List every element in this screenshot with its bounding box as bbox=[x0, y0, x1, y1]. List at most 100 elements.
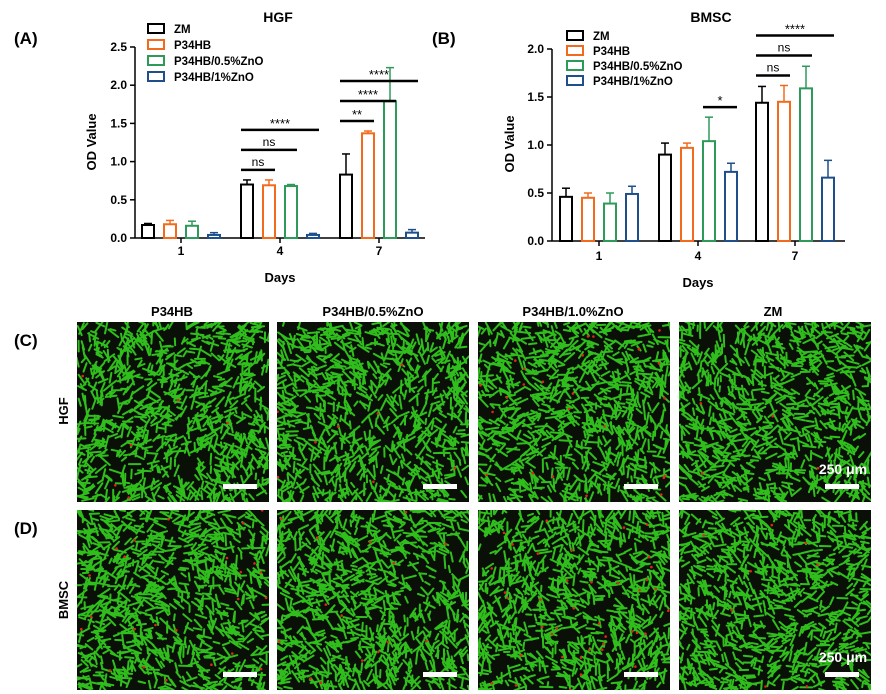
bmsc-legend-label: P34HB/0.5%ZnO bbox=[593, 61, 683, 73]
chart-hgf-xlabel: Days bbox=[264, 270, 295, 285]
dead-cell bbox=[550, 632, 554, 636]
scale-bar-label: 250 μm bbox=[819, 461, 867, 477]
hgf-y-tick-label: 0.5 bbox=[110, 193, 127, 207]
bmsc-legend-label: ZM bbox=[593, 31, 610, 43]
hgf-y-tick-label: 1.0 bbox=[110, 155, 127, 169]
dead-cell bbox=[309, 677, 312, 680]
bmsc-x-tick-label: 4 bbox=[695, 249, 702, 263]
hgf-x-tick-label: 7 bbox=[376, 244, 383, 258]
dead-cell bbox=[662, 476, 666, 480]
dead-cell bbox=[644, 632, 647, 636]
dead-cell bbox=[590, 581, 593, 584]
dead-cell bbox=[700, 472, 704, 475]
dead-cell bbox=[506, 596, 509, 600]
dead-cell bbox=[511, 543, 514, 546]
dead-cell bbox=[372, 480, 375, 484]
scale-bar bbox=[825, 484, 859, 489]
dead-cell bbox=[588, 648, 591, 652]
dead-cell bbox=[490, 567, 494, 570]
cell-layer bbox=[679, 510, 871, 690]
bmsc-x-tick-label: 1 bbox=[596, 249, 603, 263]
bmsc-y-tick-label: 1.5 bbox=[527, 90, 544, 104]
hgf-bar bbox=[361, 132, 375, 239]
dead-cell bbox=[360, 659, 364, 662]
hgf-legend-swatch bbox=[147, 23, 165, 34]
dead-cell bbox=[602, 642, 605, 646]
hgf-bar bbox=[339, 173, 353, 239]
dead-cell bbox=[522, 383, 526, 386]
dead-cell bbox=[502, 531, 506, 535]
hgf-significance-label: ns bbox=[263, 135, 276, 149]
hgf-y-tick-label: 2.0 bbox=[110, 78, 127, 92]
hgf-bar bbox=[141, 224, 155, 239]
dead-cell bbox=[210, 663, 213, 666]
dead-cell bbox=[551, 475, 555, 478]
column-label-p34hb-10zno: P34HB/1.0%ZnO bbox=[522, 304, 623, 319]
hgf-bar bbox=[405, 231, 419, 239]
dead-cell bbox=[571, 392, 575, 395]
dead-cell bbox=[253, 562, 256, 565]
live-cells bbox=[277, 322, 469, 502]
dead-cell bbox=[645, 523, 649, 526]
bmsc-bar bbox=[581, 196, 595, 243]
hgf-x-tick-label: 1 bbox=[178, 244, 185, 258]
live-cells bbox=[679, 322, 871, 502]
panel-d-label: (D) bbox=[14, 519, 38, 538]
hgf-bar bbox=[240, 183, 254, 240]
dead-cell bbox=[536, 552, 540, 555]
scale-bar bbox=[423, 672, 457, 677]
bmsc-bar bbox=[777, 100, 791, 242]
dead-cell bbox=[133, 538, 136, 542]
micrograph-hgf-1 bbox=[77, 322, 269, 502]
chart-bmsc: BMSC OD Value Days 0.0 0.5 1.0 1.5 2.0 1 4 7 * ns… bbox=[502, 9, 845, 290]
dead-cell bbox=[319, 681, 323, 684]
dead-cell bbox=[485, 473, 488, 477]
cell-layer bbox=[679, 322, 871, 502]
hgf-legend-label: P34HB/1%ZnO bbox=[174, 72, 254, 84]
dead-cell bbox=[667, 609, 670, 612]
dead-cell bbox=[239, 570, 243, 574]
dead-cell bbox=[597, 622, 601, 625]
dead-cell bbox=[567, 407, 571, 411]
dead-cell bbox=[561, 655, 564, 659]
micrograph-bmsc-2 bbox=[277, 510, 469, 690]
bmsc-bar bbox=[821, 176, 835, 242]
hgf-legend-label: P34HB bbox=[174, 40, 211, 52]
dead-cell bbox=[264, 596, 268, 600]
dead-cell bbox=[127, 496, 130, 499]
dead-cell bbox=[241, 522, 245, 525]
dead-cell bbox=[519, 654, 523, 657]
dead-cell bbox=[123, 555, 126, 558]
dead-cell bbox=[647, 555, 651, 559]
dead-cell bbox=[505, 396, 509, 399]
dead-cell bbox=[115, 547, 118, 550]
hgf-bar bbox=[207, 233, 221, 240]
dead-cell bbox=[540, 625, 544, 629]
bmsc-y-tick-label: 0.5 bbox=[527, 186, 544, 200]
chart-hgf-ylabel: OD Value bbox=[84, 113, 99, 170]
dead-cell bbox=[132, 628, 136, 631]
chart-hgf-title: HGF bbox=[263, 9, 293, 25]
dead-cell bbox=[572, 606, 576, 610]
bmsc-legend-swatch bbox=[566, 60, 584, 71]
panel-b-label: (B) bbox=[432, 29, 456, 48]
hgf-bar bbox=[262, 184, 276, 239]
hgf-significance-label: **** bbox=[270, 116, 290, 131]
dead-cell bbox=[635, 631, 639, 635]
dead-cell bbox=[565, 579, 569, 582]
dead-cell bbox=[490, 681, 494, 685]
scale-bar bbox=[624, 484, 658, 489]
chart-bmsc-ylabel: OD Value bbox=[502, 115, 517, 172]
column-label-zm: ZM bbox=[764, 304, 783, 319]
dead-cell bbox=[277, 640, 281, 643]
bmsc-bar bbox=[680, 146, 694, 243]
dead-cell bbox=[514, 684, 518, 687]
dead-cell bbox=[386, 640, 390, 644]
hgf-legend-swatch bbox=[147, 39, 165, 50]
dead-cell bbox=[176, 398, 180, 402]
dead-cell bbox=[277, 475, 280, 479]
dead-cell bbox=[259, 667, 263, 671]
hgf-bar bbox=[383, 100, 397, 239]
scale-bar bbox=[223, 672, 257, 677]
scale-bar bbox=[423, 484, 457, 489]
